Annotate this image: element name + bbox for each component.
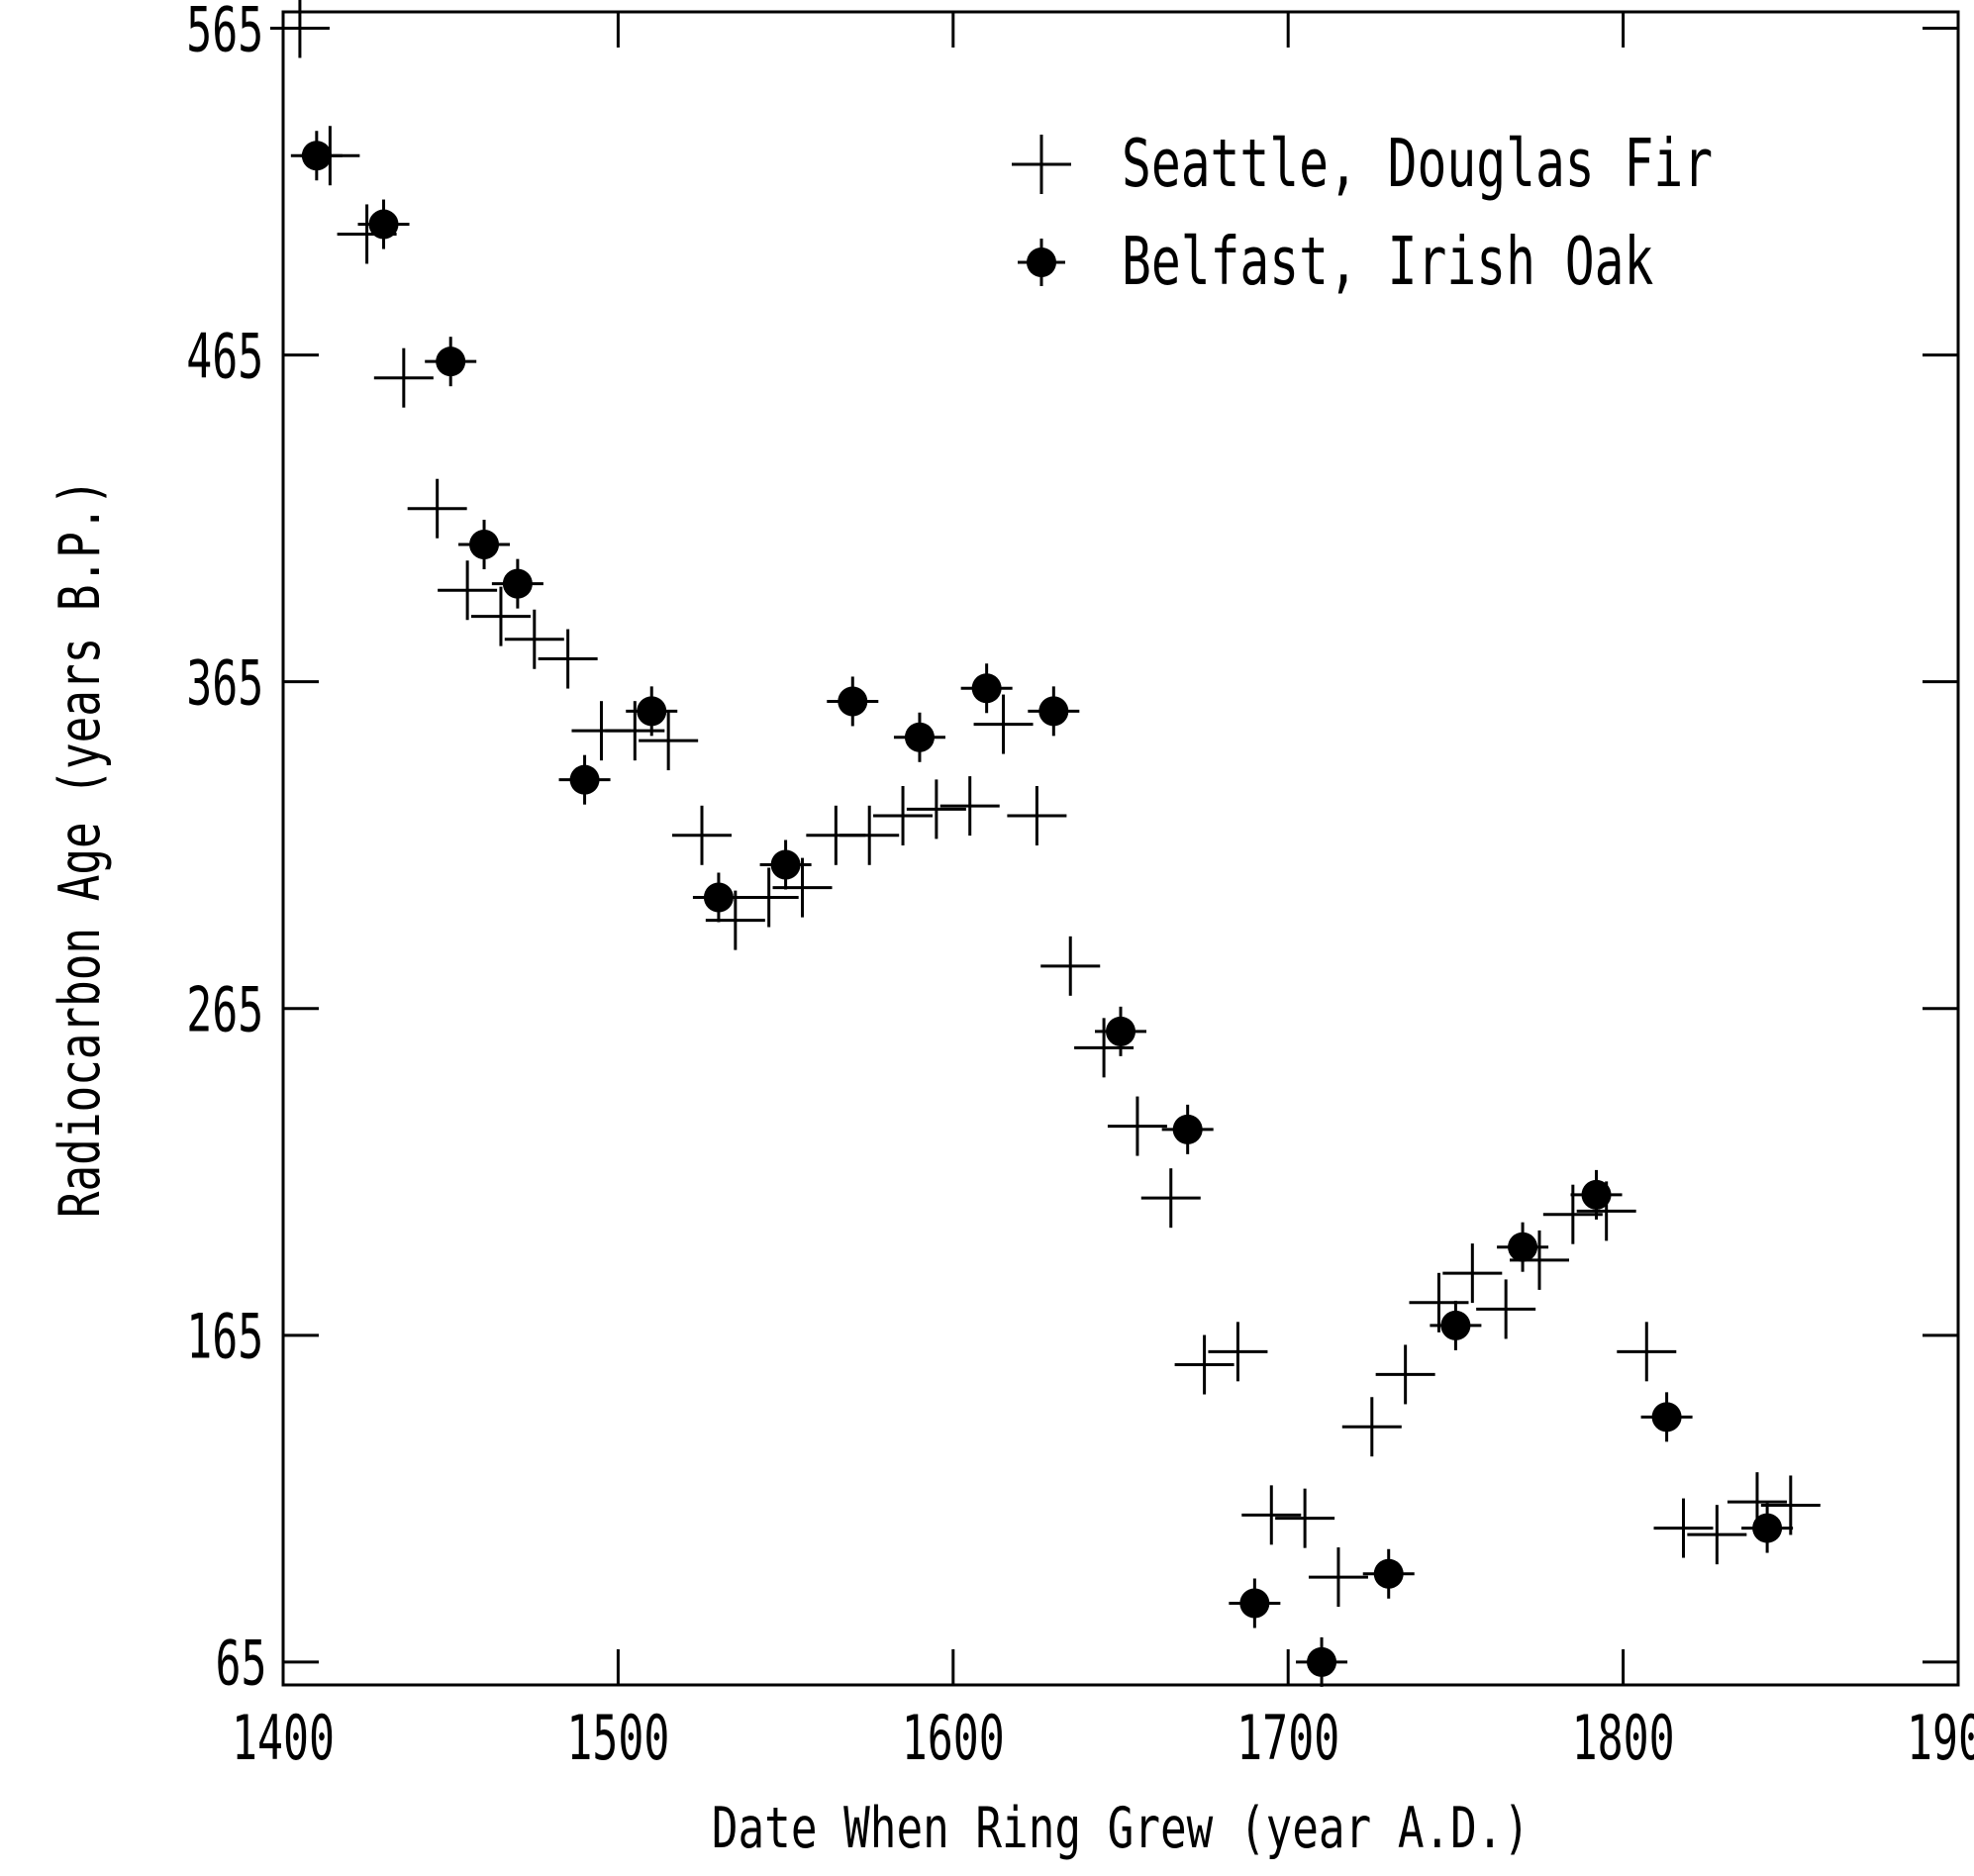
data-point-plus — [1007, 785, 1067, 845]
y-tick-label: 265 — [186, 973, 263, 1045]
data-point-circle — [1161, 1104, 1214, 1154]
data-point-circle — [626, 686, 678, 737]
x-axis-label: Date When Ring Grew (year A.D.) — [712, 1796, 1530, 1861]
data-point-circle — [1741, 1503, 1794, 1553]
data-point-plus — [538, 629, 598, 689]
data-point-circle — [692, 872, 744, 923]
y-axis-ticks — [283, 27, 1958, 1664]
data-point-circle — [1430, 1300, 1482, 1350]
data-point-plus — [705, 890, 765, 950]
y-tick-label: 565 — [186, 0, 263, 65]
data-point-circle — [491, 558, 543, 609]
legend-label-seattle: Seattle, Douglas Fir — [1122, 124, 1713, 201]
data-point-plus — [639, 711, 699, 771]
data-point-plus — [1760, 1475, 1821, 1535]
y-tick-label: 165 — [186, 1301, 263, 1373]
data-point-plus — [1208, 1322, 1268, 1382]
legend-marker-plus-icon — [1012, 135, 1071, 194]
x-tick-label: 1700 — [1236, 1702, 1339, 1774]
data-point-circle — [1497, 1222, 1549, 1272]
data-points — [269, 0, 1821, 1687]
data-point-plus — [1140, 1168, 1201, 1229]
data-point-circle — [960, 663, 1013, 714]
data-point-plus — [438, 560, 498, 621]
legend: Seattle, Douglas Fir Belfast, Irish Oak — [1012, 124, 1713, 300]
x-axis-tick-labels: 1400 1500 1600 1700 1800 1900 — [232, 1702, 1974, 1774]
data-point-circle — [1095, 1006, 1146, 1056]
data-point-circle — [1296, 1636, 1348, 1687]
data-point-plus — [1442, 1243, 1503, 1304]
data-point-plus — [1107, 1096, 1167, 1156]
data-point-plus — [1409, 1272, 1469, 1333]
y-axis-tick-labels: 65 165 265 365 465 565 — [186, 0, 266, 1700]
data-point-circle — [1640, 1392, 1693, 1442]
data-point-plus — [973, 694, 1034, 754]
data-point-circle — [893, 712, 945, 762]
data-point-circle — [458, 520, 511, 570]
data-point-plus — [1308, 1547, 1368, 1608]
data-point-plus — [269, 0, 330, 58]
plot-frame — [281, 10, 1960, 1687]
legend-marker-filled-circle-icon — [1018, 239, 1065, 286]
data-point-plus — [1476, 1279, 1536, 1339]
y-tick-label: 365 — [186, 646, 263, 719]
y-tick-label: 65 — [215, 1628, 266, 1700]
y-tick-label: 465 — [186, 320, 263, 392]
x-tick-label: 1800 — [1572, 1702, 1675, 1774]
data-point-plus — [1341, 1397, 1402, 1457]
data-point-plus — [1074, 1018, 1135, 1078]
data-point-plus — [407, 478, 467, 539]
data-point-plus — [1174, 1334, 1234, 1395]
data-point-plus — [939, 776, 1000, 837]
data-point-circle — [1362, 1548, 1415, 1599]
data-point-plus — [1687, 1505, 1747, 1565]
data-point-plus — [1653, 1498, 1714, 1558]
series-belfast-irish-oak — [290, 131, 1794, 1687]
data-point-circle — [1229, 1578, 1281, 1629]
data-point-circle — [1028, 686, 1080, 737]
data-point-plus — [873, 785, 934, 845]
data-point-plus — [772, 857, 833, 918]
data-point-plus — [373, 347, 434, 408]
data-point-plus — [1040, 936, 1101, 996]
x-axis-ticks — [281, 12, 1960, 1685]
data-point-circle — [1570, 1169, 1623, 1220]
data-point-plus — [504, 609, 564, 669]
data-point-circle — [558, 754, 611, 805]
data-point-circle — [759, 839, 812, 890]
data-point-plus — [470, 586, 531, 646]
data-point-plus — [672, 805, 732, 865]
data-point-plus — [1275, 1488, 1335, 1548]
x-tick-label: 1900 — [1907, 1702, 1974, 1774]
data-point-circle — [290, 131, 343, 181]
data-point-plus — [739, 867, 799, 928]
data-point-plus — [1241, 1485, 1302, 1545]
data-point-circle — [425, 337, 477, 387]
legend-label-belfast: Belfast, Irish Oak — [1122, 222, 1653, 299]
x-tick-label: 1500 — [566, 1702, 669, 1774]
y-axis-label: Radiocarbon Age (years B.P.) — [48, 479, 113, 1218]
x-tick-label: 1600 — [902, 1702, 1005, 1774]
data-point-plus — [1617, 1322, 1677, 1382]
data-point-plus — [839, 805, 900, 865]
data-point-plus — [906, 779, 966, 839]
data-point-plus — [1375, 1344, 1435, 1405]
x-tick-label: 1400 — [232, 1702, 335, 1774]
data-point-circle — [357, 199, 410, 249]
data-point-circle — [827, 676, 879, 727]
